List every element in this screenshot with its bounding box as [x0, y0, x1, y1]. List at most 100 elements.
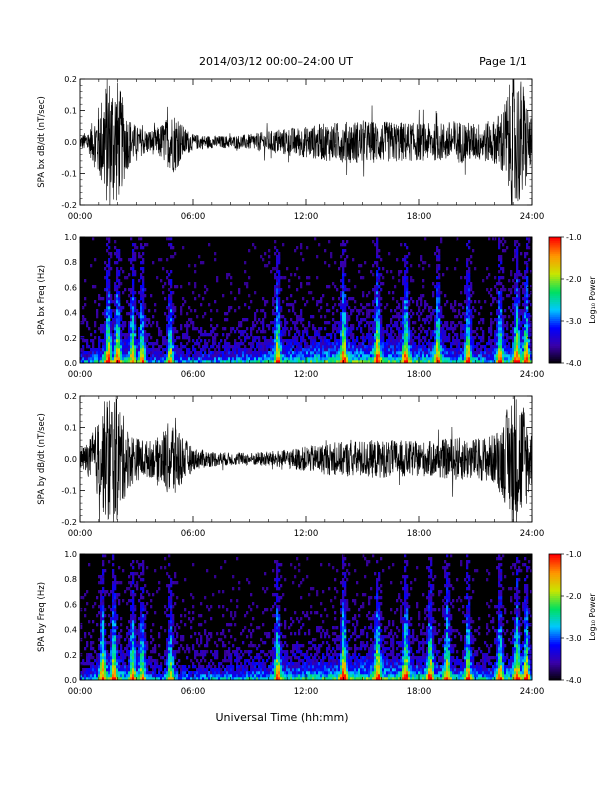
spectrogram-cell — [118, 258, 121, 262]
spectrogram-cell — [134, 336, 137, 340]
spectrogram-cell — [154, 348, 157, 352]
spectrogram-cell — [460, 333, 463, 337]
spectrogram-cell — [378, 345, 381, 349]
spectrogram-cell — [100, 623, 103, 627]
spectrogram-cell — [310, 315, 313, 319]
spectrogram-cell — [374, 315, 377, 319]
spectrogram-cell — [524, 282, 527, 286]
spectrogram-cell — [142, 345, 145, 349]
spectrogram-cell — [120, 581, 123, 585]
spectrogram-cell — [456, 348, 459, 352]
spectrogram-cell — [280, 357, 283, 361]
spectrogram-cell — [246, 285, 249, 289]
spectrogram-cell — [522, 360, 525, 364]
colorbar-swatch — [549, 344, 561, 347]
spectrogram-cell — [134, 635, 137, 639]
spectrogram-cell — [124, 638, 127, 642]
spectrogram-cell — [254, 324, 257, 328]
spectrogram-cell — [120, 623, 123, 627]
spectrogram-cell — [412, 357, 415, 361]
spectrogram-cell — [300, 246, 303, 250]
spectrogram-cell — [140, 596, 143, 600]
spectrogram-cell — [328, 321, 331, 325]
spectrogram-cell — [480, 339, 483, 343]
spectrogram-cell — [218, 342, 221, 346]
spectrogram-cell — [352, 336, 355, 340]
spectrogram-cell — [304, 339, 307, 343]
spectrogram-cell — [298, 318, 301, 322]
spectrogram-cell — [96, 357, 99, 361]
colorbar-swatch — [549, 283, 561, 286]
spectrogram-cell — [428, 354, 431, 358]
spectrogram-cell — [98, 339, 101, 343]
spectrogram-cell — [270, 360, 273, 364]
spectrogram-cell — [458, 339, 461, 343]
spectrogram-cell — [410, 276, 413, 280]
spectrogram-cell — [234, 297, 237, 301]
spectrogram-cell — [132, 635, 135, 639]
spectrogram-cell — [350, 297, 353, 301]
spectrogram-cell — [302, 351, 305, 355]
spectrogram-cell — [310, 339, 313, 343]
spectrogram-cell — [262, 357, 265, 361]
spectrogram-cell — [114, 632, 117, 636]
spectrogram-cell — [226, 351, 229, 355]
spectrogram-cell — [378, 339, 381, 343]
spectrogram-cell — [114, 351, 117, 355]
spectrogram-cell — [166, 330, 169, 334]
plot-frame — [79, 395, 533, 523]
spectrogram-cell — [514, 348, 517, 352]
spectrogram-cell — [324, 336, 327, 340]
spectrogram-cell — [82, 354, 85, 358]
spectrogram-cell — [518, 273, 521, 277]
spectrogram-cell — [114, 671, 117, 675]
spectrogram-cell — [410, 348, 413, 352]
spectrogram-cell — [436, 351, 439, 355]
spectrogram-cell — [394, 345, 397, 349]
spectrogram-cell — [276, 318, 279, 322]
spectrogram-cell — [82, 596, 85, 600]
spectrogram-cell — [312, 348, 315, 352]
spectrogram-cell — [452, 339, 455, 343]
spectrogram-cell — [426, 315, 429, 319]
spectrogram-cell — [404, 306, 407, 310]
spectrogram-cell — [144, 294, 147, 298]
spectrogram-cell — [128, 638, 131, 642]
spectrogram-cell — [142, 572, 145, 576]
spectrogram-cell — [440, 336, 443, 340]
spectrogram-cell — [486, 342, 489, 346]
spectrogram-cell — [462, 327, 465, 331]
spectrogram-cell — [412, 327, 415, 331]
spectrogram-cell — [494, 357, 497, 361]
spectrogram-cell — [232, 357, 235, 361]
spectrogram-cell — [192, 321, 195, 325]
spectrogram-cell — [198, 294, 201, 298]
spectrogram-cell — [112, 324, 115, 328]
spectrogram-cell — [118, 677, 121, 681]
spectrogram-cell — [320, 348, 323, 352]
spectrogram-cell — [500, 342, 503, 346]
spectrogram-cell — [172, 662, 175, 666]
spectrogram-cell — [422, 267, 425, 271]
spectrogram-cell — [420, 357, 423, 361]
spectrogram-cell — [106, 650, 109, 654]
spectrogram-cell — [434, 333, 437, 337]
spectrogram-cell — [130, 336, 133, 340]
spectrogram-cell — [116, 647, 119, 651]
spectrogram-cell — [368, 351, 371, 355]
spectrogram-cell — [318, 333, 321, 337]
x-tick-label: 12:00 — [294, 212, 319, 222]
spectrogram-cell — [114, 677, 117, 681]
spectrogram-cell — [144, 632, 147, 636]
spectrogram-cell — [152, 623, 155, 627]
spectrogram-cell — [330, 333, 333, 337]
spectrogram-cell — [142, 324, 145, 328]
spectrogram-cell — [232, 327, 235, 331]
spectrogram-cell — [164, 605, 167, 609]
spectrogram-cell — [438, 327, 441, 331]
spectrogram-cell — [342, 249, 345, 253]
spectrogram-cell — [520, 312, 523, 316]
spectrogram-cell — [152, 650, 155, 654]
spectrogram-cell — [348, 333, 351, 337]
